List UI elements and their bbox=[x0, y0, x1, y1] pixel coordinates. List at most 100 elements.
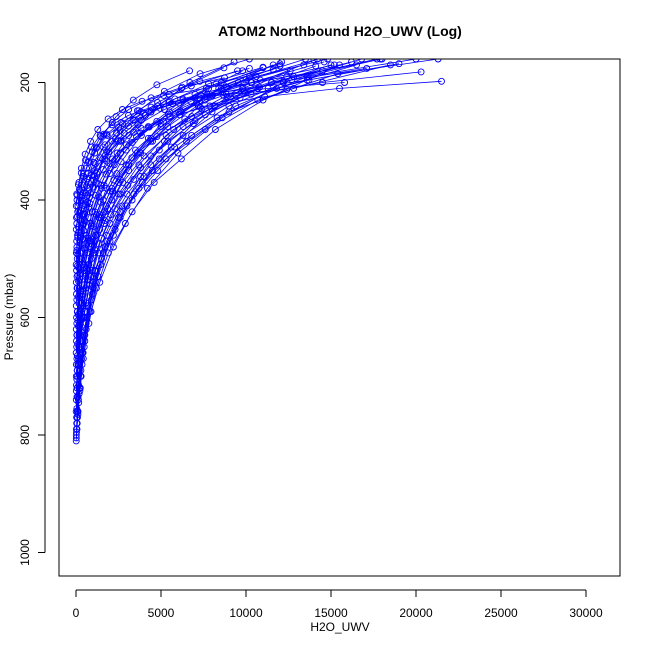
data-point bbox=[164, 137, 172, 145]
data-point bbox=[143, 184, 151, 192]
data-point bbox=[201, 126, 209, 133]
y-tick-label: 200 bbox=[18, 72, 32, 92]
data-point bbox=[77, 169, 85, 177]
data-point bbox=[101, 151, 109, 159]
series-layer bbox=[72, 59, 445, 445]
data-point bbox=[124, 122, 132, 130]
y-tick-label: 800 bbox=[18, 425, 32, 445]
series-line bbox=[76, 59, 383, 312]
data-point bbox=[160, 87, 168, 95]
data-point bbox=[276, 62, 284, 70]
data-point bbox=[104, 249, 112, 257]
data-point bbox=[310, 59, 318, 64]
x-tick-label: 0 bbox=[73, 606, 80, 620]
data-point bbox=[438, 77, 445, 85]
y-tick-label: 400 bbox=[18, 190, 32, 210]
data-point bbox=[84, 214, 92, 222]
data-point bbox=[164, 123, 172, 131]
data-point bbox=[254, 96, 262, 104]
data-point bbox=[72, 396, 80, 404]
data-point bbox=[96, 211, 103, 219]
x-tick-label: 25000 bbox=[484, 606, 518, 620]
data-point bbox=[261, 93, 269, 101]
data-point bbox=[104, 205, 111, 213]
data-point bbox=[129, 96, 137, 104]
data-point bbox=[188, 113, 196, 121]
data-point bbox=[128, 196, 136, 204]
series-29 bbox=[73, 60, 403, 292]
data-point bbox=[89, 208, 96, 216]
series-line bbox=[77, 80, 442, 212]
data-point bbox=[128, 208, 136, 216]
data-point bbox=[171, 143, 179, 151]
data-point bbox=[106, 220, 114, 227]
data-point bbox=[99, 249, 107, 257]
data-point bbox=[103, 131, 111, 139]
x-tick-label: 15000 bbox=[314, 606, 348, 620]
data-point bbox=[90, 167, 98, 175]
data-point bbox=[113, 149, 121, 157]
chart-title: ATOM2 Northbound H2O_UWV (Log) bbox=[218, 23, 462, 39]
data-point bbox=[147, 161, 155, 169]
data-point bbox=[300, 61, 308, 69]
data-point bbox=[196, 77, 204, 85]
data-point bbox=[434, 59, 442, 63]
series-line bbox=[76, 82, 345, 201]
data-point bbox=[122, 141, 130, 149]
data-point bbox=[186, 67, 194, 75]
data-point bbox=[119, 178, 127, 186]
series-line bbox=[76, 59, 417, 424]
data-point bbox=[73, 190, 81, 198]
data-point bbox=[101, 217, 109, 225]
data-point bbox=[149, 137, 156, 145]
data-point bbox=[82, 201, 90, 209]
data-point bbox=[290, 84, 298, 92]
series-line bbox=[76, 89, 287, 195]
data-point bbox=[118, 120, 126, 128]
data-point bbox=[373, 59, 381, 63]
data-point bbox=[93, 231, 101, 239]
data-point bbox=[115, 137, 122, 145]
data-point bbox=[118, 106, 126, 113]
data-point bbox=[222, 90, 230, 98]
data-point bbox=[132, 146, 139, 154]
data-point bbox=[137, 164, 145, 172]
data-point bbox=[123, 190, 131, 198]
series-42 bbox=[74, 77, 445, 216]
data-point bbox=[264, 84, 272, 92]
data-point bbox=[276, 60, 284, 68]
data-point bbox=[177, 155, 185, 163]
data-point bbox=[75, 331, 83, 339]
data-point bbox=[82, 164, 90, 172]
data-point bbox=[116, 190, 124, 198]
data-point bbox=[159, 117, 167, 125]
data-point bbox=[155, 146, 163, 154]
data-point bbox=[259, 63, 267, 71]
data-point bbox=[212, 80, 220, 88]
data-point bbox=[269, 66, 277, 74]
data-point bbox=[99, 143, 107, 151]
x-tick-label: 10000 bbox=[229, 606, 263, 620]
data-point bbox=[77, 196, 85, 204]
x-tick-label: 30000 bbox=[569, 606, 603, 620]
series-10 bbox=[73, 61, 360, 401]
data-point bbox=[138, 97, 146, 105]
data-point bbox=[256, 83, 264, 91]
data-point bbox=[140, 152, 148, 160]
data-point bbox=[116, 137, 124, 145]
data-point bbox=[336, 84, 343, 92]
series-line bbox=[77, 63, 400, 289]
data-point bbox=[169, 100, 177, 108]
data-point bbox=[196, 103, 204, 111]
data-point bbox=[165, 90, 173, 98]
data-point bbox=[319, 79, 326, 86]
data-point bbox=[101, 141, 109, 149]
data-point bbox=[82, 156, 89, 164]
data-point bbox=[73, 405, 81, 413]
data-point bbox=[94, 272, 102, 280]
data-point bbox=[92, 191, 100, 199]
data-point bbox=[358, 59, 366, 63]
x-tick-label: 20000 bbox=[399, 606, 433, 620]
data-point bbox=[103, 130, 111, 138]
